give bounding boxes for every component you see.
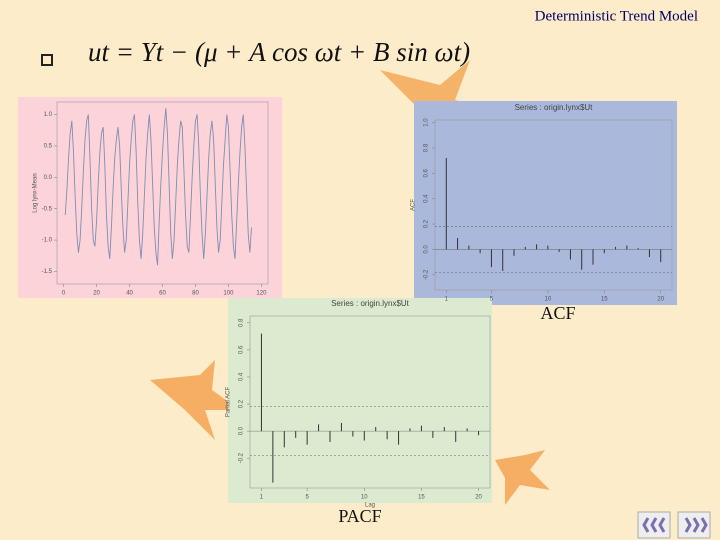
y-axis-title: Partial ACF	[226, 386, 232, 417]
prev-button[interactable]	[637, 511, 671, 539]
x-tick-label: 5	[490, 297, 494, 303]
panel-pacf	[228, 298, 492, 503]
y-tick-label: -0.5	[42, 206, 53, 212]
prev-icon	[642, 517, 666, 533]
y-tick-label: 0.0	[239, 426, 245, 435]
nav-buttons	[637, 511, 711, 539]
x-tick-label: 20	[657, 297, 664, 303]
caption: ACF	[540, 303, 575, 323]
y-tick-label: 0.0	[424, 245, 430, 254]
y-tick-label: 1.0	[424, 118, 430, 127]
x-tick-label: 5	[305, 495, 309, 501]
x-tick-label: 1	[445, 297, 449, 303]
x-tick-label: 120	[256, 291, 267, 297]
plot-frame	[434, 119, 673, 291]
leaf	[150, 360, 240, 440]
x-tick-label: 20	[475, 495, 482, 501]
y-tick-label: 1.0	[44, 112, 53, 118]
x-tick-label: 80	[192, 291, 199, 297]
y-axis-title: Log lynx-Mean	[33, 173, 39, 212]
y-tick-label: -0.2	[239, 452, 245, 463]
caption: PACF	[338, 506, 381, 526]
panel-acf	[414, 101, 677, 305]
x-tick-label: 100	[223, 291, 234, 297]
y-tick-label: -0.2	[424, 269, 430, 280]
y-tick-label: 0.2	[424, 219, 430, 228]
x-tick-label: 15	[418, 495, 425, 501]
formula: ut = Yt − (μ + A cos ωt + B sin ωt)	[88, 37, 470, 67]
x-tick-label: 10	[361, 495, 368, 501]
y-axis-title: ACF	[411, 199, 417, 211]
y-tick-label: 0.8	[239, 318, 245, 327]
y-tick-label: -1.5	[42, 269, 53, 275]
x-tick-label: 15	[601, 297, 608, 303]
x-tick-label: 1	[260, 495, 264, 501]
y-tick-label: 0.5	[44, 144, 53, 150]
y-tick-label: 0.8	[424, 143, 430, 152]
plot-frame	[249, 315, 491, 489]
leaf	[495, 450, 550, 505]
series-line	[64, 108, 252, 266]
y-tick-label: 0.4	[239, 372, 245, 381]
y-tick-label: 0.6	[424, 168, 430, 177]
x-tick-label: 40	[126, 291, 133, 297]
x-tick-label: 10	[545, 297, 552, 303]
y-tick-label: 0.6	[239, 345, 245, 354]
y-tick-label: 0.4	[424, 194, 430, 203]
y-tick-label: -1.0	[42, 238, 53, 244]
next-icon	[684, 517, 708, 533]
chart-title: Series : origin.lynx$Ut	[515, 103, 594, 112]
x-axis-title: Lag	[365, 503, 375, 509]
y-tick-label: 0.2	[239, 399, 245, 408]
slide-title: Deterministic Trend Model	[535, 8, 698, 24]
x-tick-label: 0	[62, 291, 66, 297]
y-tick-label: 0.0	[44, 175, 53, 181]
bullet	[41, 54, 53, 66]
x-tick-label: 60	[159, 291, 166, 297]
x-tick-label: 20	[93, 291, 100, 297]
chart-title: Series : origin.lynx$Ut	[331, 299, 410, 308]
